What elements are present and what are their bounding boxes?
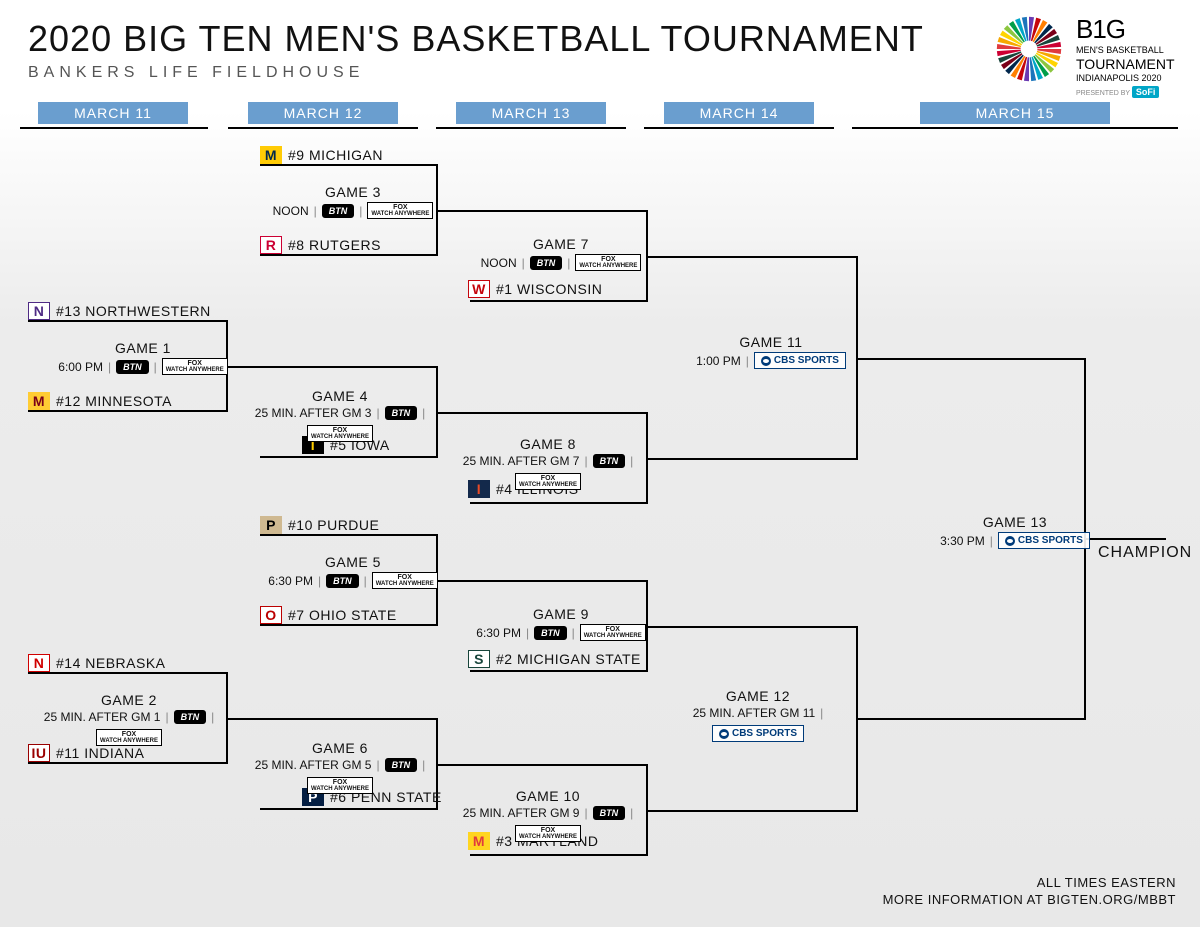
date-underline bbox=[228, 127, 418, 129]
cbs-badge: CBS SPORTS bbox=[754, 352, 846, 369]
date-underline bbox=[644, 127, 834, 129]
date-tab: MARCH 15 bbox=[920, 102, 1110, 124]
fox-badge: FOXWATCH ANYWHERE bbox=[307, 425, 373, 442]
b1g-mark: B1G bbox=[1076, 14, 1176, 45]
fox-badge: FOXWATCH ANYWHERE bbox=[575, 254, 641, 271]
footer-line1: ALL TIMES EASTERN bbox=[883, 874, 1176, 892]
date-underline bbox=[436, 127, 626, 129]
game-8: GAME 8 25 MIN. AFTER GM 7|BTN|FOXWATCH A… bbox=[448, 436, 648, 490]
game-label: GAME 10 bbox=[448, 788, 648, 804]
tournament-logo: B1G MEN'S BASKETBALL TOURNAMENT INDIANAP… bbox=[994, 14, 1176, 98]
game-label: GAME 9 bbox=[476, 606, 646, 622]
game-time: 25 MIN. AFTER GM 1|BTN|FOXWATCH ANYWHERE bbox=[30, 710, 228, 746]
date-tab: MARCH 14 bbox=[664, 102, 814, 124]
logo-text: B1G MEN'S BASKETBALL TOURNAMENT INDIANAP… bbox=[1076, 14, 1176, 98]
game-time: 25 MIN. AFTER GM 3|BTN|FOXWATCH ANYWHERE bbox=[240, 406, 440, 442]
fox-badge: FOXWATCH ANYWHERE bbox=[162, 358, 228, 375]
bracket-games: GAME 1 6:00 PM|BTN|FOXWATCH ANYWHEREGAME… bbox=[0, 0, 1200, 927]
game-label: GAME 6 bbox=[240, 740, 440, 756]
game-4: GAME 4 25 MIN. AFTER GM 3|BTN|FOXWATCH A… bbox=[240, 388, 440, 442]
btn-badge: BTN bbox=[534, 626, 567, 640]
footer-line2: MORE INFORMATION AT BIGTEN.ORG/MBBT bbox=[883, 891, 1176, 909]
game-time: NOON|BTN|FOXWATCH ANYWHERE bbox=[476, 254, 646, 271]
game-9: GAME 9 6:30 PM|BTN|FOXWATCH ANYWHERE bbox=[476, 606, 646, 641]
btn-badge: BTN bbox=[322, 204, 355, 218]
game-5: GAME 5 6:30 PM|BTN|FOXWATCH ANYWHERE bbox=[268, 554, 438, 589]
btn-badge: BTN bbox=[116, 360, 149, 374]
page-subtitle: BANKERS LIFE FIELDHOUSE bbox=[28, 64, 924, 82]
logo-tournament: TOURNAMENT bbox=[1076, 56, 1176, 73]
fox-badge: FOXWATCH ANYWHERE bbox=[372, 572, 438, 589]
fox-badge: FOXWATCH ANYWHERE bbox=[367, 202, 433, 219]
cbs-badge: CBS SPORTS bbox=[998, 532, 1090, 549]
fox-badge: FOXWATCH ANYWHERE bbox=[515, 825, 581, 842]
game-label: GAME 5 bbox=[268, 554, 438, 570]
date-tab: MARCH 12 bbox=[248, 102, 398, 124]
fox-badge: FOXWATCH ANYWHERE bbox=[96, 729, 162, 746]
logo-location: INDIANAPOLIS 2020 bbox=[1076, 73, 1176, 84]
game-time: NOON|BTN|FOXWATCH ANYWHERE bbox=[268, 202, 438, 219]
game-time: 25 MIN. AFTER GM 7|BTN|FOXWATCH ANYWHERE bbox=[448, 454, 648, 490]
game-time: 3:30 PM|CBS SPORTS bbox=[930, 532, 1100, 549]
game-10: GAME 10 25 MIN. AFTER GM 9|BTN|FOXWATCH … bbox=[448, 788, 648, 842]
cbs-badge: CBS SPORTS bbox=[712, 725, 804, 742]
game-time: 25 MIN. AFTER GM 9|BTN|FOXWATCH ANYWHERE bbox=[448, 806, 648, 842]
game-label: GAME 12 bbox=[658, 688, 858, 704]
btn-badge: BTN bbox=[530, 256, 563, 270]
fox-badge: FOXWATCH ANYWHERE bbox=[307, 777, 373, 794]
game-3: GAME 3 NOON|BTN|FOXWATCH ANYWHERE bbox=[268, 184, 438, 219]
game-label: GAME 1 bbox=[58, 340, 228, 356]
game-label: GAME 7 bbox=[476, 236, 646, 252]
date-tabs-row: MARCH 11 MARCH 12 MARCH 13 MARCH 14 MARCH 15 bbox=[0, 102, 1200, 128]
game-label: GAME 3 bbox=[268, 184, 438, 200]
btn-badge: BTN bbox=[593, 454, 626, 468]
date-underline bbox=[852, 127, 1178, 129]
game-13: GAME 13 3:30 PM|CBS SPORTS bbox=[930, 514, 1100, 549]
date-tab: MARCH 11 bbox=[38, 102, 188, 124]
game-label: GAME 13 bbox=[930, 514, 1100, 530]
header: 2020 BIG TEN MEN'S BASKETBALL TOURNAMENT… bbox=[28, 18, 924, 82]
sponsor-badge: SoFi bbox=[1132, 86, 1160, 99]
game-label: GAME 4 bbox=[240, 388, 440, 404]
fox-badge: FOXWATCH ANYWHERE bbox=[515, 473, 581, 490]
game-time: 6:30 PM|BTN|FOXWATCH ANYWHERE bbox=[268, 572, 438, 589]
game-11: GAME 11 1:00 PM|CBS SPORTS bbox=[686, 334, 856, 369]
game-label: GAME 2 bbox=[30, 692, 228, 708]
btn-badge: BTN bbox=[326, 574, 359, 588]
logo-line1: MEN'S BASKETBALL bbox=[1076, 45, 1176, 56]
btn-badge: BTN bbox=[385, 406, 418, 420]
game-time: 25 MIN. AFTER GM 5|BTN|FOXWATCH ANYWHERE bbox=[240, 758, 440, 794]
date-tab: MARCH 13 bbox=[456, 102, 606, 124]
game-7: GAME 7 NOON|BTN|FOXWATCH ANYWHERE bbox=[476, 236, 646, 271]
game-time: 1:00 PM|CBS SPORTS bbox=[686, 352, 856, 369]
game-time: 6:00 PM|BTN|FOXWATCH ANYWHERE bbox=[58, 358, 228, 375]
footer: ALL TIMES EASTERN MORE INFORMATION AT BI… bbox=[883, 874, 1176, 909]
game-time: 6:30 PM|BTN|FOXWATCH ANYWHERE bbox=[476, 624, 646, 641]
btn-badge: BTN bbox=[174, 710, 207, 724]
page-title: 2020 BIG TEN MEN'S BASKETBALL TOURNAMENT bbox=[28, 18, 924, 60]
game-1: GAME 1 6:00 PM|BTN|FOXWATCH ANYWHERE bbox=[58, 340, 228, 375]
game-6: GAME 6 25 MIN. AFTER GM 5|BTN|FOXWATCH A… bbox=[240, 740, 440, 794]
btn-badge: BTN bbox=[385, 758, 418, 772]
logo-presented: PRESENTED BY SoFi bbox=[1076, 86, 1176, 99]
game-label: GAME 11 bbox=[686, 334, 856, 350]
btn-badge: BTN bbox=[593, 806, 626, 820]
game-12: GAME 12 25 MIN. AFTER GM 11|CBS SPORTS bbox=[658, 688, 858, 742]
game-label: GAME 8 bbox=[448, 436, 648, 452]
champion-label: CHAMPION bbox=[1098, 544, 1192, 562]
sunburst-icon bbox=[994, 14, 1064, 84]
game-2: GAME 2 25 MIN. AFTER GM 1|BTN|FOXWATCH A… bbox=[30, 692, 228, 746]
game-time: 25 MIN. AFTER GM 11|CBS SPORTS bbox=[658, 706, 858, 742]
fox-badge: FOXWATCH ANYWHERE bbox=[580, 624, 646, 641]
date-underline bbox=[20, 127, 208, 129]
